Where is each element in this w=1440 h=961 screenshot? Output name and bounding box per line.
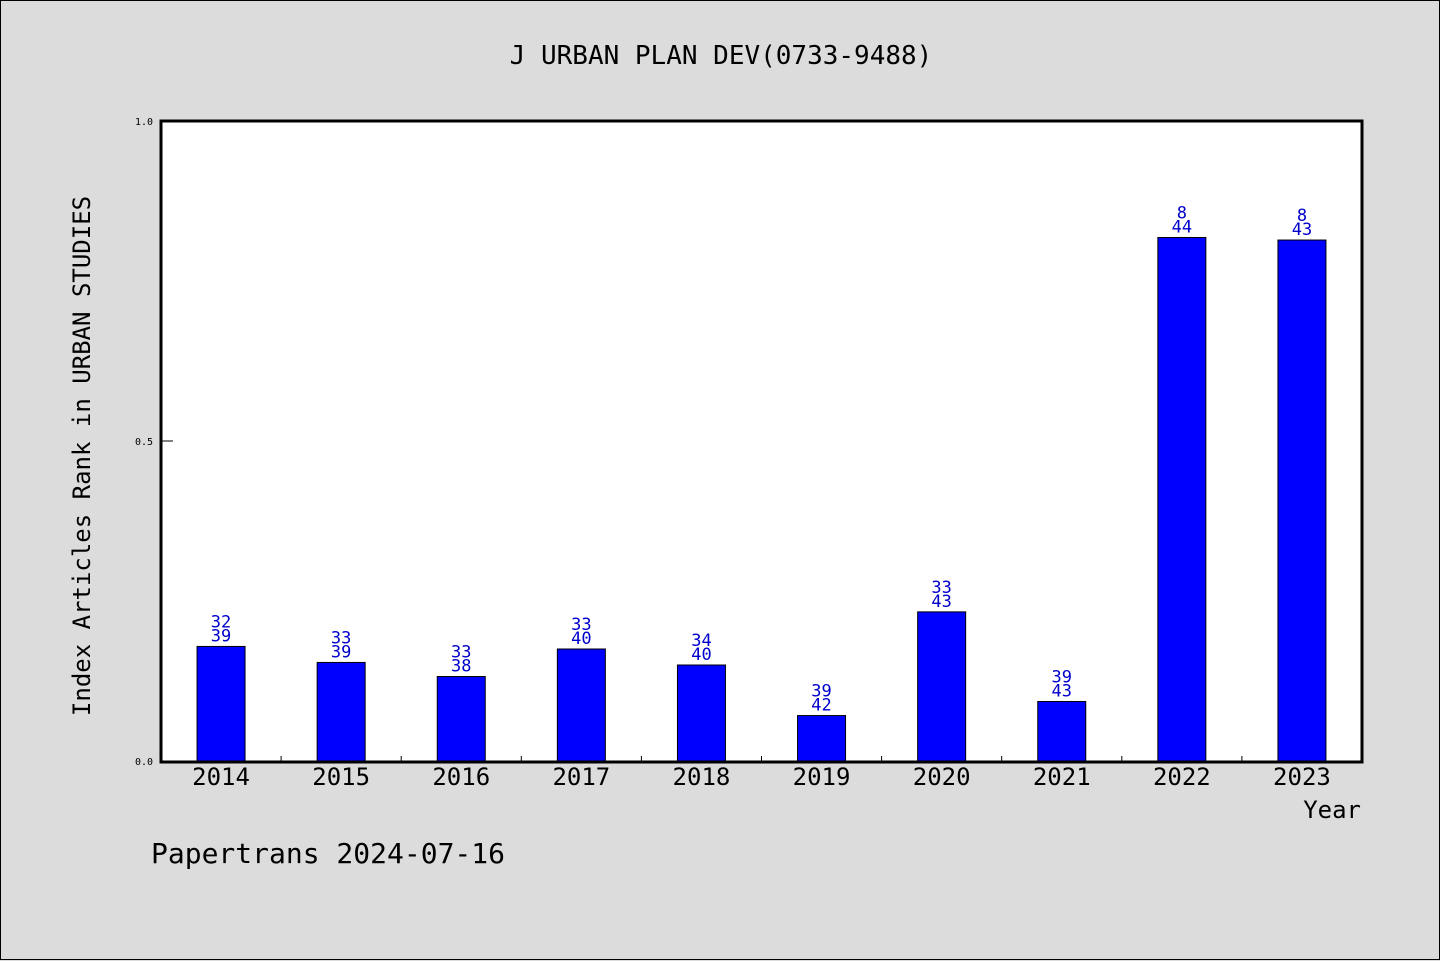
bar (196, 645, 246, 762)
bar-total-label: 40 (691, 645, 711, 665)
bar-rank-label: 39 (1052, 667, 1072, 687)
chart-title: J URBAN PLAN DEV(0733-9488) (510, 41, 933, 71)
bar (797, 715, 847, 762)
bar-series (196, 236, 1327, 762)
bar (316, 661, 366, 762)
bar-rank-label: 33 (331, 628, 351, 648)
x-tick-label: 2015 (312, 763, 370, 791)
y-tick-label: 1.0 (135, 117, 153, 128)
y-axis: 0.0 0.5 1.0 (135, 117, 173, 768)
x-tick-label: 2016 (432, 763, 490, 791)
bar-total-label: 43 (1052, 681, 1072, 701)
bar-total-label: 44 (1172, 217, 1192, 237)
bar-total-label: 43 (1292, 220, 1312, 240)
x-axis: 2014 2015 2016 2017 2018 2019 2020 2021 2022 2023 (192, 756, 1331, 791)
x-tick-label: 2020 (913, 763, 971, 791)
y-tick-label: 0.5 (135, 437, 153, 448)
x-tick-label: 2022 (1153, 763, 1211, 791)
bar (436, 676, 486, 762)
bar-rank-label: 33 (571, 615, 591, 635)
bar-rank-label: 8 (1177, 203, 1187, 223)
bar-total-label: 39 (331, 642, 351, 662)
x-tick-label: 2017 (552, 763, 610, 791)
bar-total-label: 42 (811, 696, 831, 716)
bar-total-label: 38 (451, 657, 471, 677)
bar-rank-label: 33 (451, 643, 471, 663)
x-tick-label: 2014 (192, 763, 250, 791)
x-axis-label: Year (1303, 796, 1361, 824)
x-tick-label: 2019 (793, 763, 851, 791)
y-axis-label: Index Articles Rank in URBAN STUDIES (68, 196, 96, 716)
bar (556, 648, 606, 762)
bar (1037, 700, 1087, 762)
bar (676, 664, 726, 762)
bar-total-label: 39 (211, 626, 231, 646)
x-tick-label: 2021 (1033, 763, 1091, 791)
bar (917, 611, 967, 762)
bar-rank-label: 34 (691, 631, 711, 651)
bar (1157, 236, 1207, 762)
x-tick-label: 2018 (673, 763, 731, 791)
x-tick-label: 2023 (1273, 763, 1331, 791)
footer-text: Papertrans 2024-07-16 (151, 837, 505, 870)
bar (1277, 239, 1327, 762)
bar-rank-label: 32 (211, 612, 231, 632)
bar-rank-label: 8 (1297, 206, 1307, 226)
y-tick-label: 0.0 (135, 757, 153, 768)
bar-rank-label: 33 (931, 578, 951, 598)
bar-rank-label: 39 (811, 682, 831, 702)
bar-total-label: 43 (931, 592, 951, 612)
bar-total-label: 40 (571, 629, 591, 649)
